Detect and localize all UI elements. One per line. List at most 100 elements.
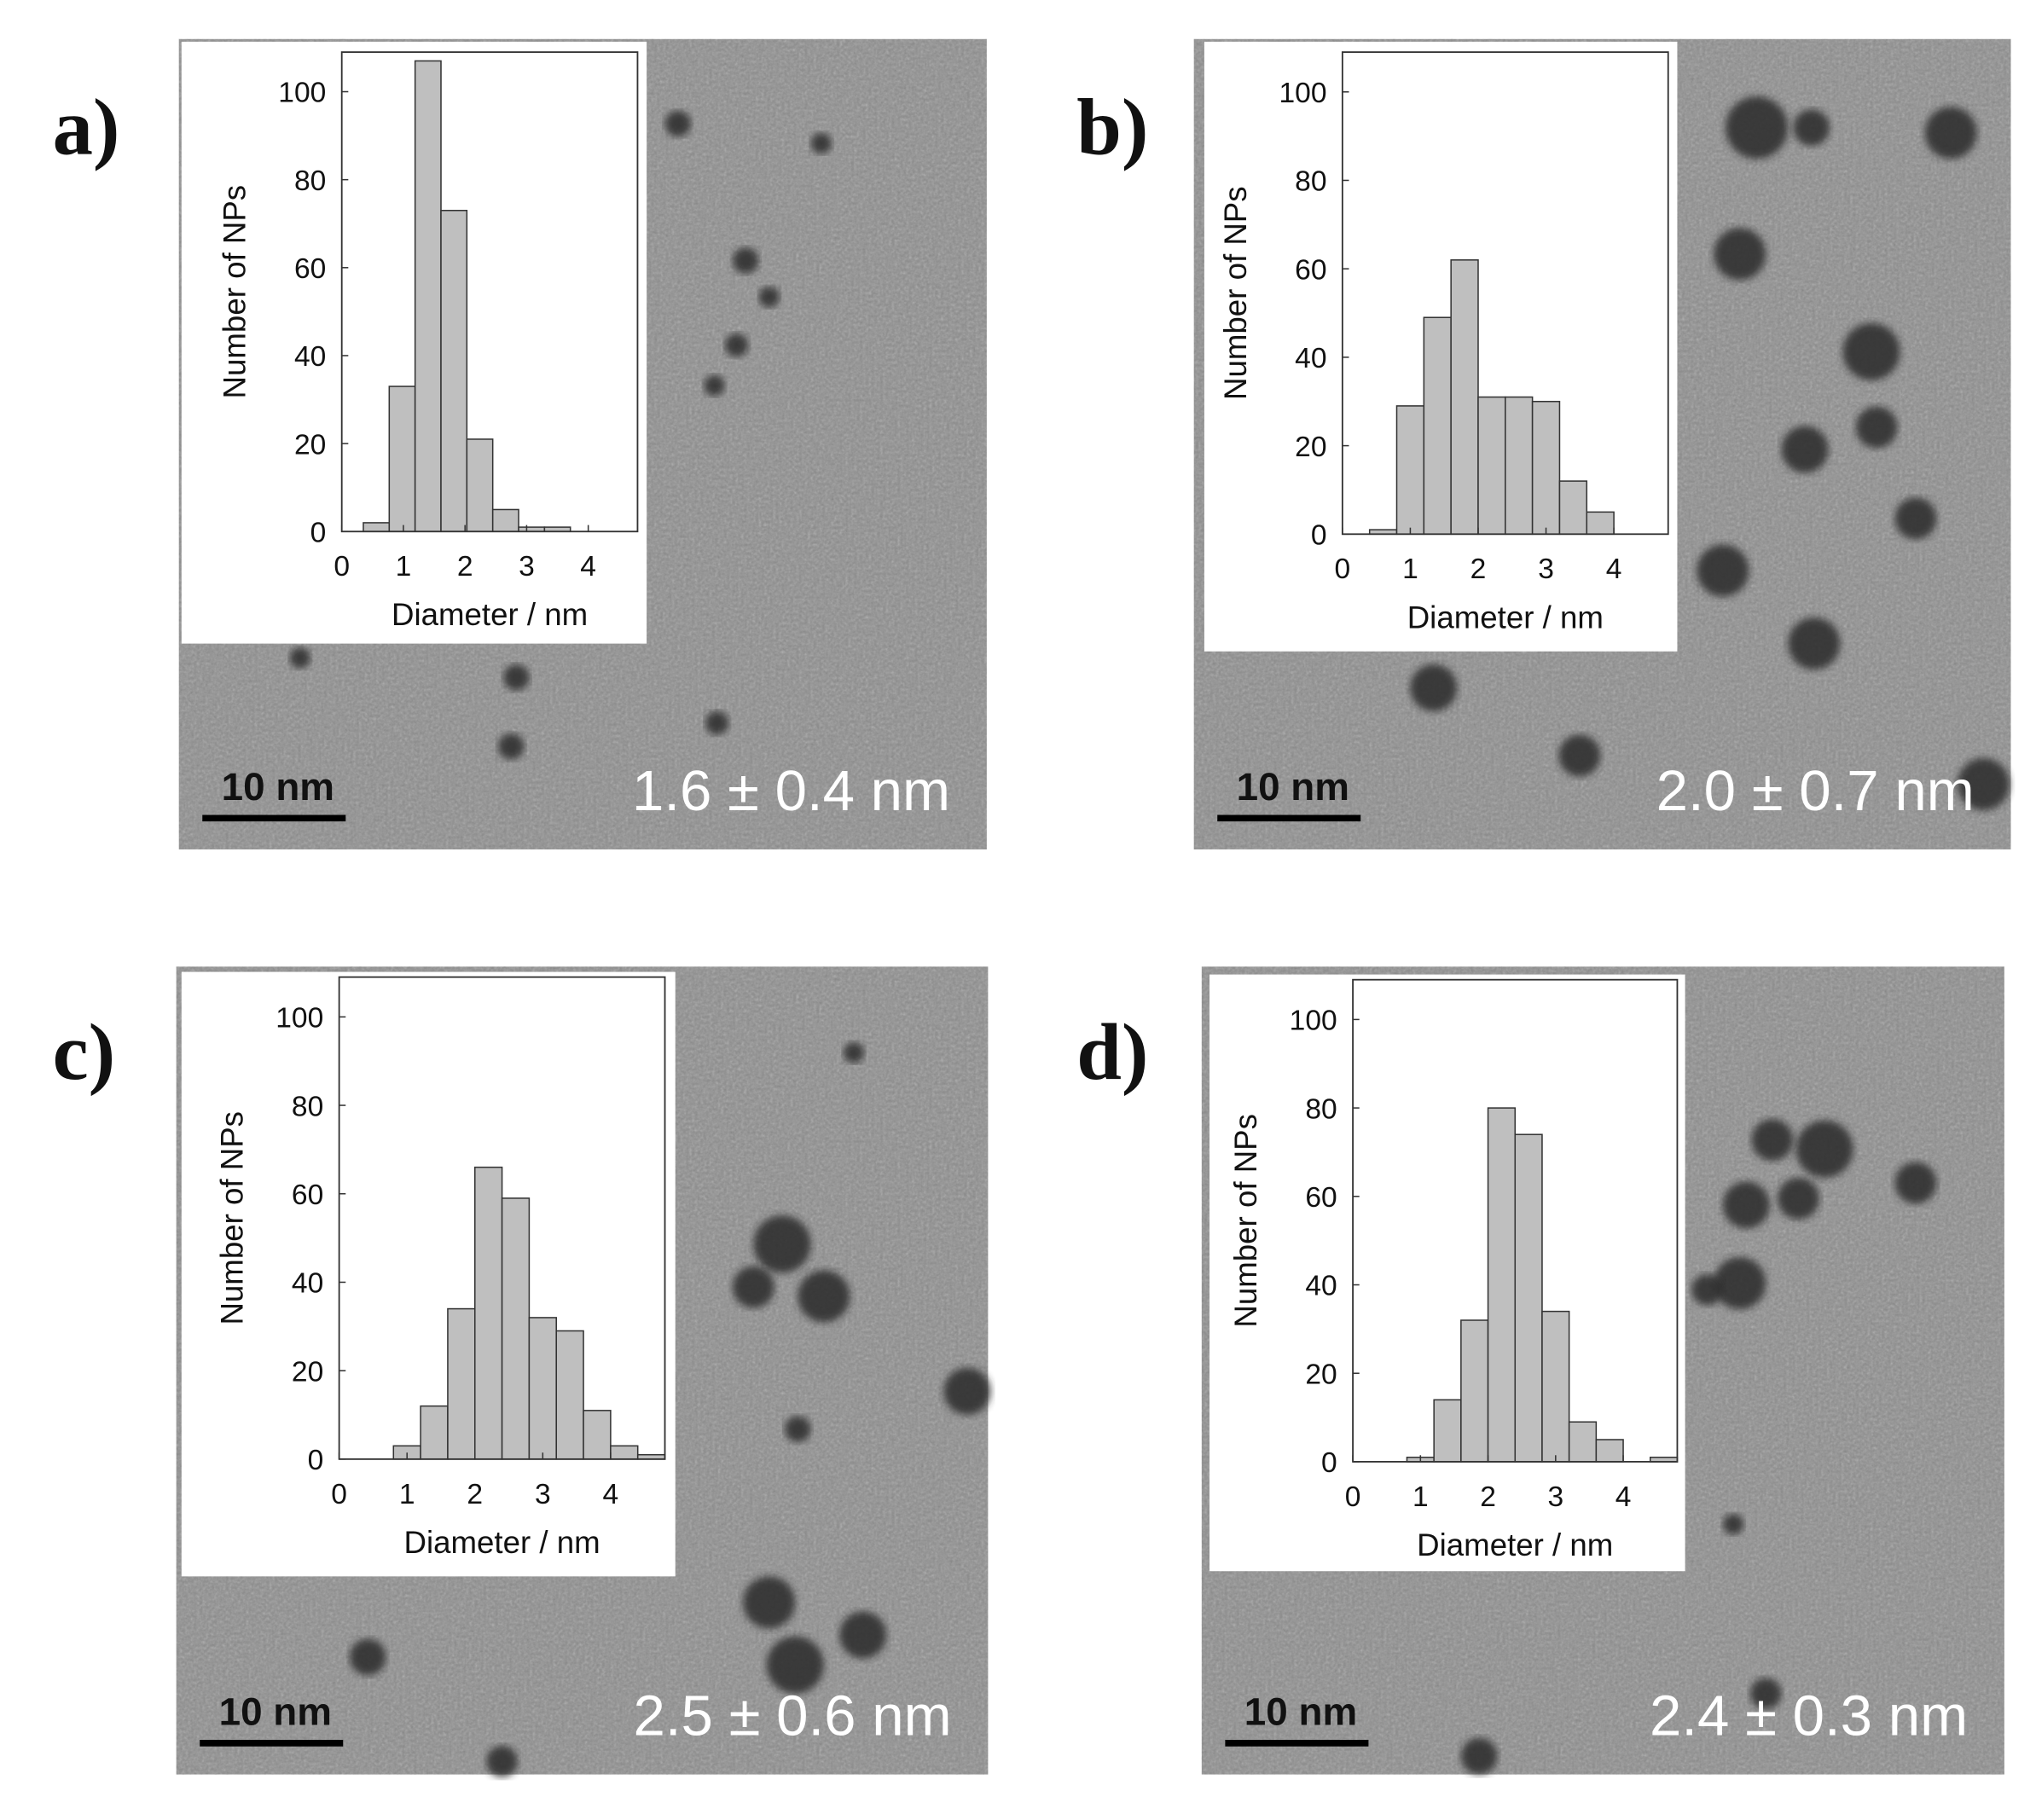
inset-background — [181, 41, 647, 644]
x-tick-label: 4 — [603, 1479, 619, 1510]
bar — [363, 522, 391, 533]
bar — [610, 1445, 639, 1460]
y-tick-label: 0 — [1321, 1447, 1337, 1479]
x-tick-label: 1 — [396, 551, 412, 583]
nanoparticle — [943, 1367, 991, 1415]
y-tick-label: 0 — [308, 1445, 324, 1476]
scale-bar-label: 10 nm — [1244, 1690, 1357, 1733]
bar — [440, 210, 468, 533]
bar — [1487, 1107, 1517, 1463]
y-tick-label: 80 — [292, 1091, 323, 1122]
x-axis-label: Diameter / nm — [1407, 600, 1604, 635]
size-annotation: 2.4 ± 0.3 nm — [1650, 1684, 1968, 1748]
nanoparticle — [503, 664, 530, 691]
plot-frame — [1352, 978, 1679, 1463]
nanoparticle — [785, 1416, 811, 1443]
nanoparticle — [498, 733, 525, 760]
x-tick-label: 0 — [1345, 1481, 1361, 1513]
x-tick-label: 3 — [519, 551, 535, 583]
y-tick-label: 60 — [294, 253, 326, 285]
bar — [1531, 400, 1561, 536]
y-axis-label: Number of NPs — [215, 1111, 250, 1325]
panel-label: d) — [1076, 1008, 1148, 1097]
y-tick-label: 0 — [310, 517, 327, 548]
bar — [1586, 511, 1615, 536]
bar — [491, 508, 519, 533]
x-tick-label: 2 — [457, 551, 473, 583]
y-tick-label: 100 — [276, 1003, 323, 1035]
nanoparticle — [798, 1270, 850, 1323]
plot-frame — [1341, 51, 1669, 536]
y-tick-label: 100 — [278, 78, 326, 109]
scale-bar-label: 10 nm — [222, 765, 334, 809]
bar — [447, 1307, 476, 1460]
y-axis-label: Number of NPs — [1228, 1114, 1263, 1328]
bar — [420, 1405, 449, 1460]
nanoparticle — [1714, 228, 1766, 281]
scale-bar-label: 10 nm — [1237, 765, 1349, 809]
nanoparticle — [664, 110, 692, 137]
nanoparticle — [705, 711, 729, 735]
bar — [583, 1410, 612, 1460]
plot-frame — [338, 976, 666, 1460]
panel-label: b) — [1076, 83, 1148, 171]
bar — [1433, 1399, 1462, 1463]
x-axis-label: Diameter / nm — [392, 597, 588, 632]
nanoparticle — [1691, 1273, 1723, 1306]
nanoparticle — [1460, 1737, 1498, 1775]
y-tick-label: 100 — [1290, 1006, 1337, 1037]
nanoparticle — [1894, 1162, 1937, 1204]
nanoparticle — [1778, 1177, 1819, 1220]
size-annotation: 2.5 ± 0.6 nm — [633, 1684, 951, 1748]
size-annotation: 2.0 ± 0.7 nm — [1656, 759, 1975, 823]
bar — [1505, 396, 1534, 536]
y-tick-label: 20 — [1295, 432, 1326, 463]
nanoparticle — [843, 1042, 865, 1064]
nanoparticle — [732, 1266, 774, 1308]
nanoparticle — [1410, 664, 1458, 712]
nanoparticle — [1722, 1514, 1744, 1535]
x-tick-label: 0 — [334, 551, 350, 583]
y-tick-label: 100 — [1279, 78, 1326, 109]
nanoparticle — [1697, 544, 1749, 597]
inset-background — [1209, 974, 1685, 1572]
bar — [1514, 1133, 1543, 1463]
nanoparticle — [1725, 96, 1789, 159]
x-tick-label: 2 — [1480, 1481, 1496, 1513]
bar — [501, 1197, 531, 1460]
y-tick-label: 80 — [294, 165, 326, 197]
nanoparticle — [732, 247, 759, 274]
scale-bar-label: 10 nm — [219, 1690, 332, 1733]
nanoparticle — [704, 374, 725, 397]
x-tick-label: 0 — [331, 1479, 347, 1510]
panel-label: c) — [53, 1008, 116, 1097]
nanoparticle — [289, 647, 311, 669]
x-tick-label: 3 — [535, 1479, 551, 1510]
bar — [1395, 405, 1425, 536]
y-axis-label: Number of NPs — [1218, 186, 1253, 400]
y-axis-label: Number of NPs — [218, 185, 252, 399]
bar — [555, 1330, 584, 1460]
nanoparticle — [839, 1611, 887, 1659]
bar — [466, 438, 494, 533]
x-tick-label: 3 — [1547, 1481, 1563, 1513]
nanoparticle — [810, 132, 832, 154]
y-tick-label: 20 — [294, 429, 326, 461]
nanoparticle — [753, 1215, 811, 1273]
nanoparticle — [349, 1638, 386, 1676]
bar — [1595, 1439, 1624, 1463]
nanoparticle — [1788, 617, 1841, 670]
nanoparticle — [1924, 107, 1977, 159]
bar — [1460, 1319, 1489, 1463]
y-tick-label: 0 — [1311, 520, 1327, 552]
y-tick-label: 40 — [294, 341, 326, 373]
y-tick-label: 60 — [292, 1180, 323, 1211]
x-tick-label: 1 — [1412, 1481, 1429, 1513]
nanoparticle — [1957, 758, 2010, 811]
y-tick-label: 20 — [1305, 1359, 1337, 1390]
